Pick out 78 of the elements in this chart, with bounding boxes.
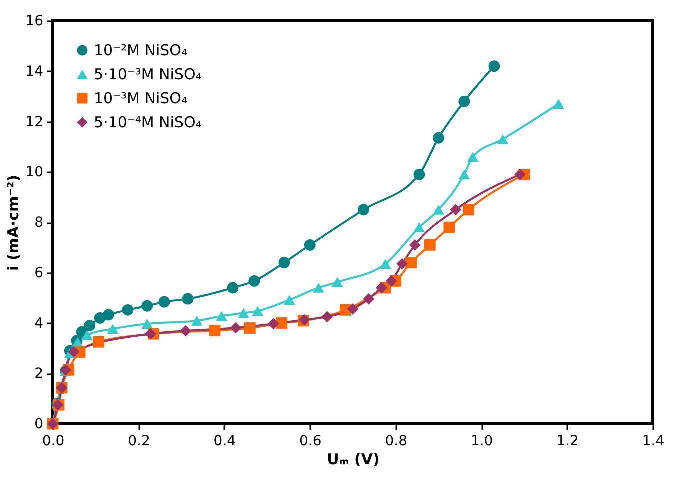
y-tick-label: 0 <box>34 416 44 432</box>
point <box>278 257 290 268</box>
y-tick-label: 12 <box>26 114 44 130</box>
point <box>363 293 375 305</box>
y-tick-label: 8 <box>34 215 44 231</box>
point <box>103 309 114 321</box>
point <box>227 282 239 294</box>
point <box>122 304 134 316</box>
x-axis-title: Uₘ (V) <box>327 450 380 468</box>
point <box>406 257 417 268</box>
point <box>216 311 228 322</box>
point <box>142 300 153 312</box>
y-tick-label: 10 <box>26 164 44 181</box>
y-tick-label: 6 <box>34 265 44 282</box>
point <box>180 325 192 337</box>
x-tick-label: 0.4 <box>214 434 236 450</box>
legend-label: 10⁻²M NiSO₄ <box>94 42 188 60</box>
x-tick-label: 1.2 <box>556 434 579 450</box>
y-tick-label: 14 <box>26 64 44 80</box>
point <box>284 295 296 306</box>
x-tick-label: 0.0 <box>42 434 65 450</box>
point <box>68 346 80 358</box>
point <box>268 318 280 330</box>
point <box>244 322 256 334</box>
point <box>497 134 509 144</box>
point <box>82 330 93 340</box>
point <box>433 204 444 215</box>
point <box>252 306 264 316</box>
point <box>209 325 221 337</box>
x-tick-label: 0.6 <box>300 434 322 450</box>
x-tick-label: 0.2 <box>128 434 150 450</box>
point <box>313 283 324 293</box>
point <box>450 204 462 216</box>
point <box>84 320 96 332</box>
point <box>248 275 260 287</box>
x-tick-label: 1.0 <box>470 434 494 450</box>
legend-label: 10⁻³M NiSO₄ <box>94 90 188 108</box>
y-axis-title: i (mA·cm⁻²) <box>4 174 23 272</box>
point <box>414 222 426 232</box>
point <box>304 239 316 251</box>
point <box>386 275 398 287</box>
y-tick-label: 16 <box>26 14 44 30</box>
legend-label: 5·10⁻⁴M NiSO₄ <box>94 114 202 132</box>
point <box>458 96 470 108</box>
point <box>238 308 250 318</box>
point <box>376 282 388 294</box>
point <box>380 259 392 269</box>
point <box>444 222 456 234</box>
point <box>191 316 203 326</box>
point <box>358 204 370 216</box>
point <box>332 277 344 288</box>
point <box>107 324 119 334</box>
point <box>553 99 564 110</box>
point <box>145 328 156 340</box>
point <box>142 319 153 329</box>
point <box>458 170 470 180</box>
point <box>463 204 474 216</box>
y-tick-label: 2 <box>34 366 44 382</box>
point <box>158 296 170 308</box>
point <box>396 258 408 270</box>
point <box>424 239 436 251</box>
point <box>276 318 288 329</box>
point <box>94 312 106 324</box>
point <box>409 239 421 251</box>
x-tick-label: 0.8 <box>385 434 408 450</box>
point <box>514 168 526 180</box>
point <box>322 311 333 323</box>
point <box>488 60 500 72</box>
y-tick-label: 4 <box>34 316 44 332</box>
point <box>230 322 242 334</box>
point <box>182 293 194 305</box>
x-tick-label: 1.4 <box>642 434 665 450</box>
legend-label: 5·10⁻³M NiSO₄ <box>94 66 202 84</box>
point <box>433 132 444 144</box>
point <box>93 336 105 348</box>
point <box>347 303 359 315</box>
point <box>467 152 479 162</box>
point <box>414 168 426 180</box>
